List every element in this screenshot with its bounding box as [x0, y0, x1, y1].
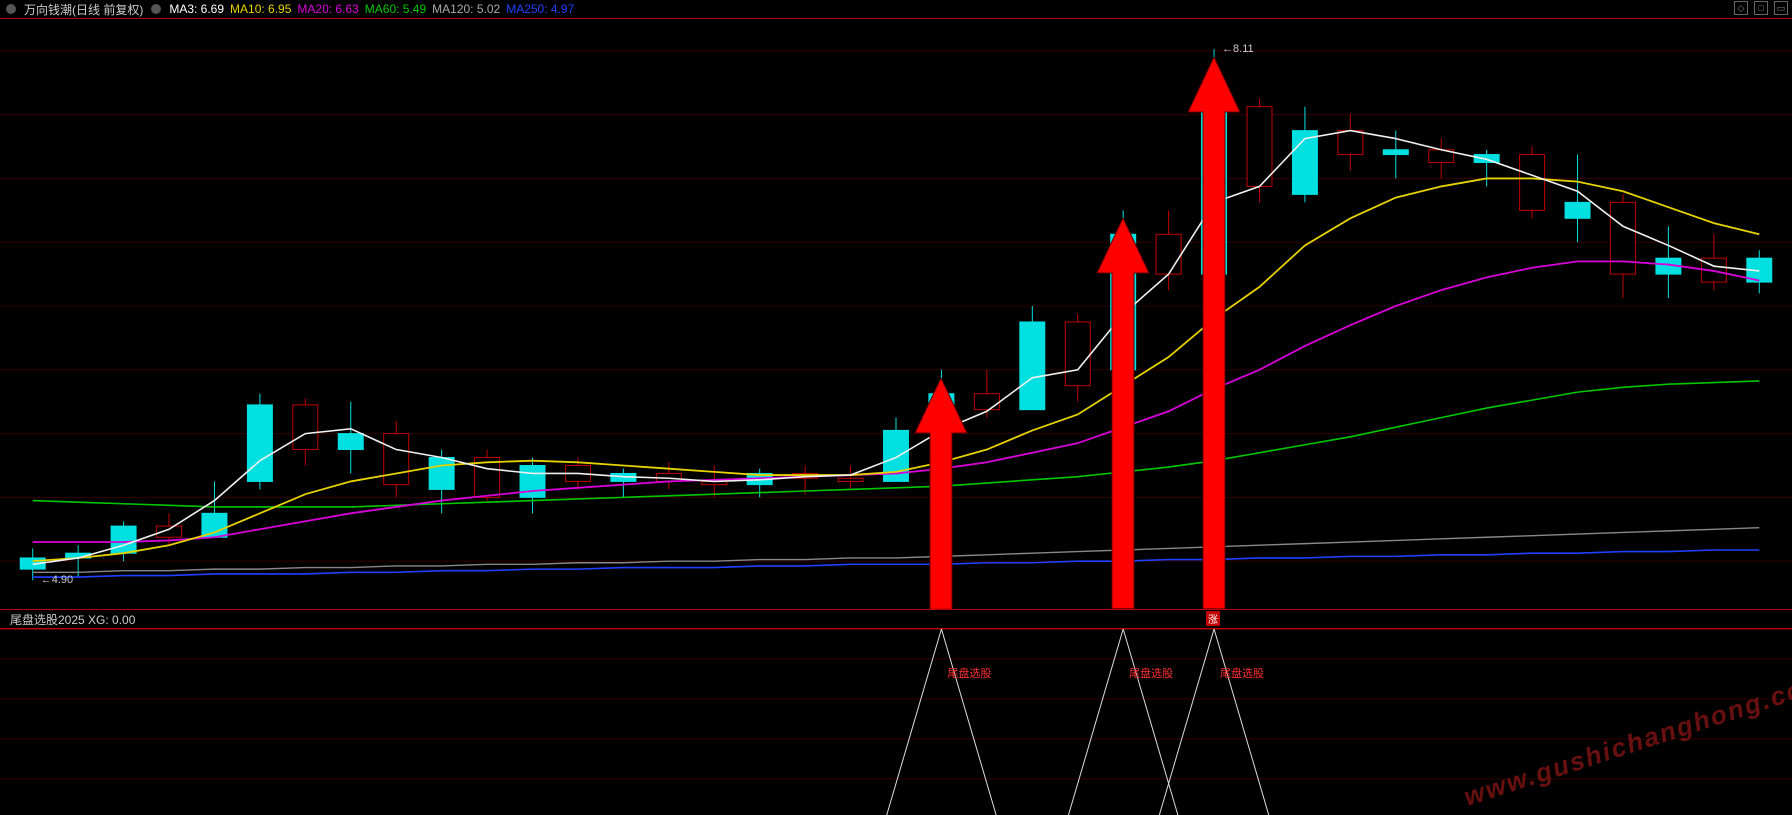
signal-arrow-icon — [1093, 218, 1153, 609]
ma120-label: MA120: 5.02 — [432, 2, 500, 16]
ma60-label: MA60: 5.49 — [365, 2, 426, 16]
square-icon[interactable]: □ — [1754, 1, 1768, 15]
indicator-panel[interactable]: 涨 尾盘选股 尾盘选股 尾盘选股 — [0, 628, 1792, 815]
candlestick-chart[interactable]: ←8.11 ←4.90 — [0, 18, 1792, 610]
high-price-tag: ←8.11 — [1222, 43, 1254, 55]
ma-dot-icon — [151, 4, 161, 14]
signal-label: 尾盘选股 — [1129, 665, 1173, 681]
ma10-label: MA10: 6.95 — [230, 2, 291, 16]
restore-icon[interactable]: ▭ — [1774, 1, 1788, 15]
indicator-svg — [0, 629, 1792, 815]
ma3-label: MA3: 6.69 — [169, 2, 224, 16]
indicator-header: 尾盘选股2025 XG: 0.00 — [0, 610, 1792, 628]
signal-arrow-icon — [1184, 57, 1244, 609]
low-price-tag: ←4.90 — [41, 574, 73, 586]
signal-label: 尾盘选股 — [1220, 665, 1264, 681]
signal-arrow-icon — [911, 378, 971, 609]
chart-header: 万向钱潮(日线 前复权) MA3: 6.69 MA10: 6.95 MA20: … — [0, 0, 1792, 18]
info-dot-icon — [6, 4, 16, 14]
ma20-label: MA20: 6.63 — [297, 2, 358, 16]
stock-title: 万向钱潮(日线 前复权) — [24, 1, 143, 18]
chart-toolbar: ◇ □ ▭ — [1734, 1, 1788, 15]
signal-label: 尾盘选股 — [947, 665, 991, 681]
candlestick-svg — [0, 19, 1792, 609]
diamond-icon[interactable]: ◇ — [1734, 1, 1748, 15]
ma250-label: MA250: 4.97 — [506, 2, 574, 16]
indicator-title: 尾盘选股2025 XG: 0.00 — [10, 611, 135, 628]
